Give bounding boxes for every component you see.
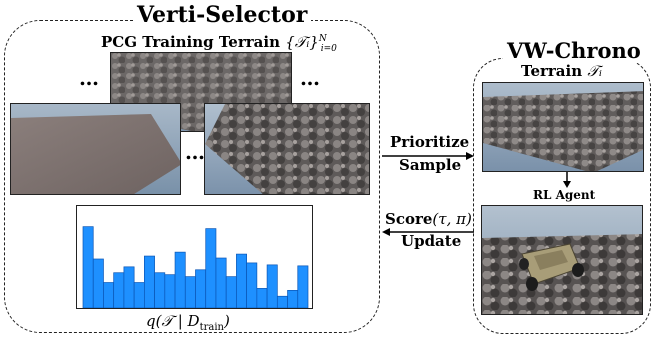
histogram-bar-16 bbox=[236, 253, 247, 308]
terrain-label-math: 𝒯ᵢ bbox=[587, 62, 602, 80]
score-math: (τ, π) bbox=[432, 210, 472, 228]
histogram-bar-21 bbox=[287, 290, 299, 308]
arrow-left bbox=[382, 228, 474, 236]
histogram-bar-3 bbox=[103, 282, 115, 308]
histogram-bar-12 bbox=[195, 269, 207, 308]
histogram-bar-19 bbox=[266, 264, 278, 308]
verti-selector-title: Verti-Selector bbox=[133, 2, 312, 28]
histogram-bar-20 bbox=[276, 295, 288, 308]
terrain-flat-image bbox=[11, 104, 180, 194]
histogram-caption: q(𝒯 | Dtrain) bbox=[146, 312, 230, 333]
histogram-bar-7 bbox=[144, 255, 155, 308]
rl-agent-image bbox=[482, 206, 642, 314]
arrow-down bbox=[563, 172, 571, 188]
histogram-bar-8 bbox=[154, 272, 166, 308]
histogram-bar-22 bbox=[297, 265, 309, 308]
pcg-label-math: {𝒯ᵢ} bbox=[285, 33, 319, 51]
histogram-bar-18 bbox=[256, 288, 268, 308]
ellipsis-top: … bbox=[79, 66, 99, 90]
terrain-label-text: Terrain bbox=[521, 62, 583, 80]
histogram-bar-13 bbox=[205, 228, 217, 308]
prioritize-label: Prioritize bbox=[390, 133, 470, 151]
histogram-bar-14 bbox=[215, 257, 227, 308]
score-label: Score(τ, π) bbox=[385, 210, 472, 228]
caption-post: ) bbox=[223, 312, 230, 330]
ellipsis-middle: … bbox=[185, 140, 205, 164]
vehicle-icon bbox=[519, 243, 584, 291]
histogram-bar-17 bbox=[246, 262, 258, 308]
histogram-bar-2 bbox=[92, 258, 104, 308]
caption-sub: train bbox=[199, 322, 224, 333]
vw-chrono-title: VW-Chrono bbox=[503, 38, 645, 63]
arrow-right bbox=[382, 152, 474, 160]
rl-agent-label: RL Agent bbox=[533, 188, 596, 202]
histogram-bar-10 bbox=[174, 251, 186, 308]
histogram-bar-4 bbox=[113, 272, 125, 308]
pcg-label-text: PCG Training Terrain bbox=[101, 33, 280, 51]
histogram-bar-15 bbox=[225, 276, 237, 308]
pcg-label-sub: i=0 bbox=[320, 44, 337, 54]
histogram-svg bbox=[82, 226, 309, 308]
terrain-panel-right bbox=[204, 103, 370, 195]
histogram-bar-9 bbox=[164, 274, 176, 308]
pcg-label-sup: N bbox=[318, 34, 327, 44]
rl-agent-panel bbox=[481, 205, 643, 315]
pcg-training-terrain-label: PCG Training Terrain {𝒯ᵢ}Ni=0 bbox=[101, 33, 337, 54]
terrain-panel-left bbox=[10, 103, 181, 195]
distribution-histogram bbox=[76, 205, 313, 309]
histogram-bar-11 bbox=[184, 276, 196, 308]
histogram-bar-1 bbox=[82, 226, 94, 308]
score-text: Score bbox=[385, 210, 433, 228]
sample-label: Sample bbox=[399, 156, 462, 174]
vw-terrain-image bbox=[483, 83, 643, 171]
caption-pre: q(𝒯 | D bbox=[146, 312, 200, 330]
vw-terrain-panel bbox=[482, 82, 644, 172]
update-label: Update bbox=[401, 232, 462, 250]
histogram-bar-6 bbox=[133, 282, 145, 308]
ellipsis-right: … bbox=[300, 66, 320, 90]
histogram-bar-5 bbox=[123, 266, 135, 308]
terrain-ti-label: Terrain 𝒯ᵢ bbox=[521, 62, 602, 80]
terrain-rough-image bbox=[205, 104, 369, 194]
